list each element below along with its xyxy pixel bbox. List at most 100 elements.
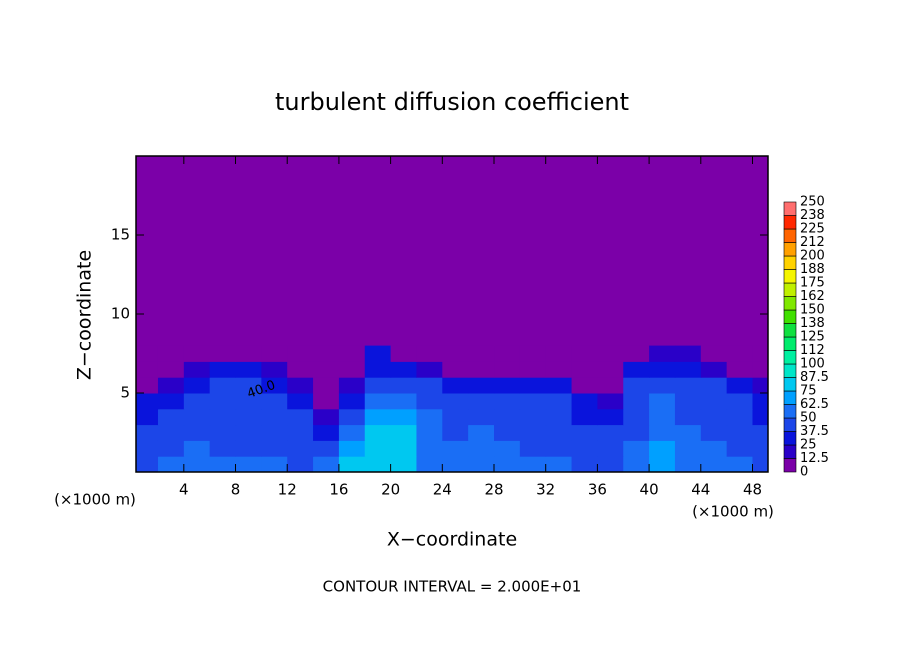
cell [468,377,495,394]
cell [649,456,676,472]
cell [752,440,768,457]
cell [136,440,159,457]
cell [726,377,753,394]
cell [519,456,547,472]
cell [209,456,237,472]
cell [183,345,211,362]
cell [597,408,624,426]
cell [157,408,185,426]
cell [209,440,237,457]
colorbar-label: 225 [800,222,825,237]
cell [313,361,340,378]
y-tick-label: 15 [111,226,130,244]
cell [261,408,288,426]
x-tick-label: 24 [433,481,452,499]
colorbar-label: 100 [800,357,825,372]
cell [623,408,650,426]
cell [494,424,521,441]
cell [364,393,392,410]
cell [494,345,521,362]
colorbar-swatch [783,323,797,338]
cell [261,456,288,472]
cell [597,456,624,472]
cell [287,424,314,441]
cell [726,345,753,362]
cell [494,361,521,378]
cell [209,408,237,426]
cell [364,424,392,441]
cell [442,440,469,457]
cell [364,345,392,362]
cell [209,393,237,410]
colorbar-label: 75 [800,384,817,399]
cell [416,456,443,472]
colorbar-swatch [783,431,797,446]
cell [468,456,495,472]
cell [338,345,366,362]
x-tick-label: 32 [536,481,555,499]
cell [209,361,237,378]
cell [674,408,702,426]
cell [674,345,702,362]
cell [649,361,676,378]
cell [726,393,753,410]
cell [519,377,547,394]
cell [545,424,573,441]
cell [571,408,598,426]
cell [674,440,702,457]
colorbar-swatch [783,336,797,351]
cell [442,345,469,362]
cell [545,440,573,457]
cell [235,440,262,457]
cell [261,440,288,457]
cell [364,408,392,426]
cell [752,393,768,410]
colorbar-swatch [783,242,797,257]
cell [519,424,547,441]
cell [364,361,392,378]
colorbar-swatch [783,458,797,473]
colorbar-swatch [783,269,797,284]
x-tick-label: 16 [329,481,348,499]
cell [623,393,650,410]
colorbar-swatch [783,228,797,243]
cell [136,361,159,378]
cell [157,377,185,394]
cell [674,377,702,394]
cell [468,361,495,378]
cell [468,440,495,457]
colorbar-swatch [783,444,797,459]
cell [571,361,598,378]
cell [416,377,443,394]
cell [287,393,314,410]
cell [700,424,728,441]
cell [157,345,185,362]
cell [261,345,288,362]
cell [597,393,624,410]
cell [700,456,728,472]
cell [597,440,624,457]
cell [726,361,753,378]
cell [390,456,417,472]
x-tick-label: 20 [381,481,400,499]
cell [623,456,650,472]
colorbar-swatch [783,363,797,378]
cell [623,440,650,457]
cell [700,393,728,410]
cell [261,377,288,394]
x-tick-label: 4 [179,481,189,499]
chart-title: turbulent diffusion coefficient [275,88,629,116]
cell [571,424,598,441]
cell [235,345,262,362]
cell [235,408,262,426]
cell [209,377,237,394]
cell [157,393,185,410]
cell [157,440,185,457]
cell [597,361,624,378]
cell [468,393,495,410]
colorbar-label: 12.5 [800,451,829,466]
cell [571,440,598,457]
colorbar-swatch [783,215,797,230]
x-tick-label: 48 [743,481,762,499]
cell [494,393,521,410]
